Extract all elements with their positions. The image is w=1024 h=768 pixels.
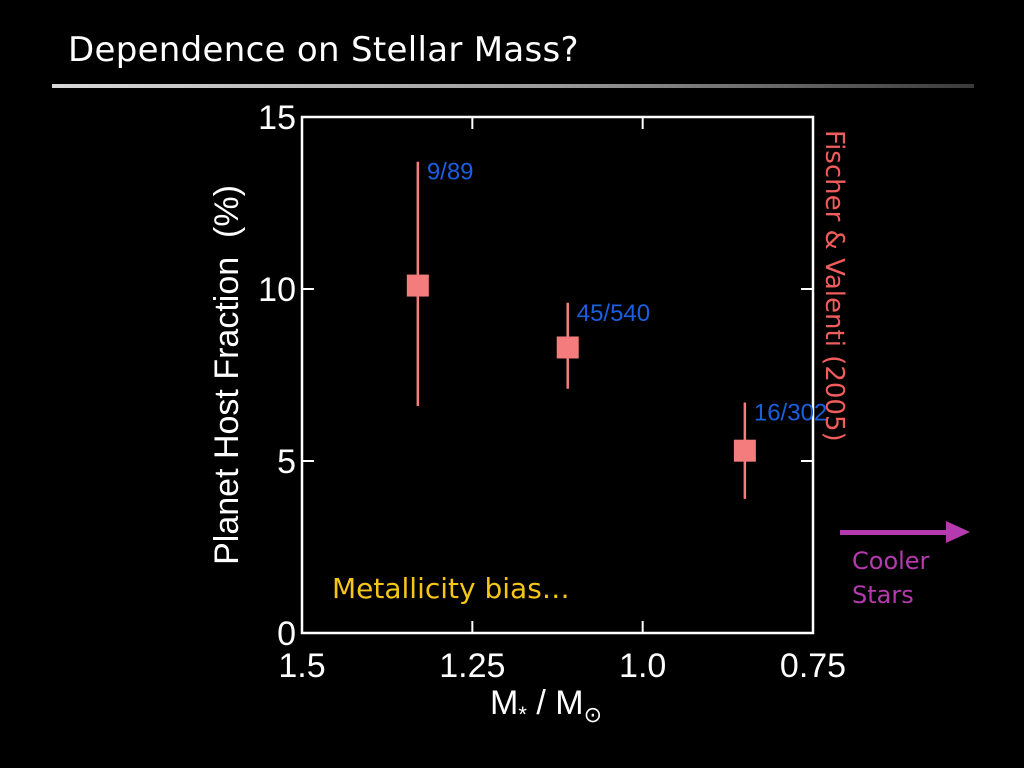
arrow-right-icon (946, 521, 970, 543)
data-point (406, 274, 429, 297)
data-label: 16/302 (754, 400, 827, 427)
x-axis-title-text: M* / M⊙ (490, 684, 602, 727)
x-tick-label: 1.0 (619, 647, 666, 685)
data-label: 9/89 (427, 159, 474, 186)
data-point (556, 336, 579, 359)
plot-frame (300, 115, 815, 635)
y-tick-label: 10 (258, 271, 296, 309)
cooler-stars-arrow (840, 521, 970, 543)
cooler-stars-line1: Cooler (852, 547, 930, 575)
y-axis-title: Planet Host Fraction (%) (208, 185, 246, 565)
slide-title: Dependence on Stellar Mass? (68, 30, 579, 70)
x-tick-label: 1.25 (439, 647, 505, 685)
data-point (733, 439, 756, 462)
arrow-shaft (840, 530, 950, 535)
title-divider (52, 84, 974, 88)
citation-label: Fischer & Valenti (2005) (819, 130, 849, 442)
x-tick-label: 1.5 (278, 647, 325, 685)
y-tick-label: 5 (277, 443, 296, 481)
cooler-stars-label: Cooler Stars (852, 544, 972, 612)
y-tick-label: 0 (277, 615, 296, 653)
cooler-stars-line2: Stars (852, 581, 914, 609)
x-axis-title: M* / M⊙ (490, 684, 602, 727)
data-label: 45/540 (577, 300, 650, 327)
x-tick-label: 0.75 (780, 647, 846, 685)
data-points: 9/89 45/540 16/302 (406, 159, 827, 499)
metallicity-bias-annotation: Metallicity bias… (332, 572, 570, 605)
axis-ticks: 0 5 10 15 1.5 1.25 1.0 0.75 (258, 99, 846, 685)
y-tick-label: 15 (258, 99, 296, 137)
